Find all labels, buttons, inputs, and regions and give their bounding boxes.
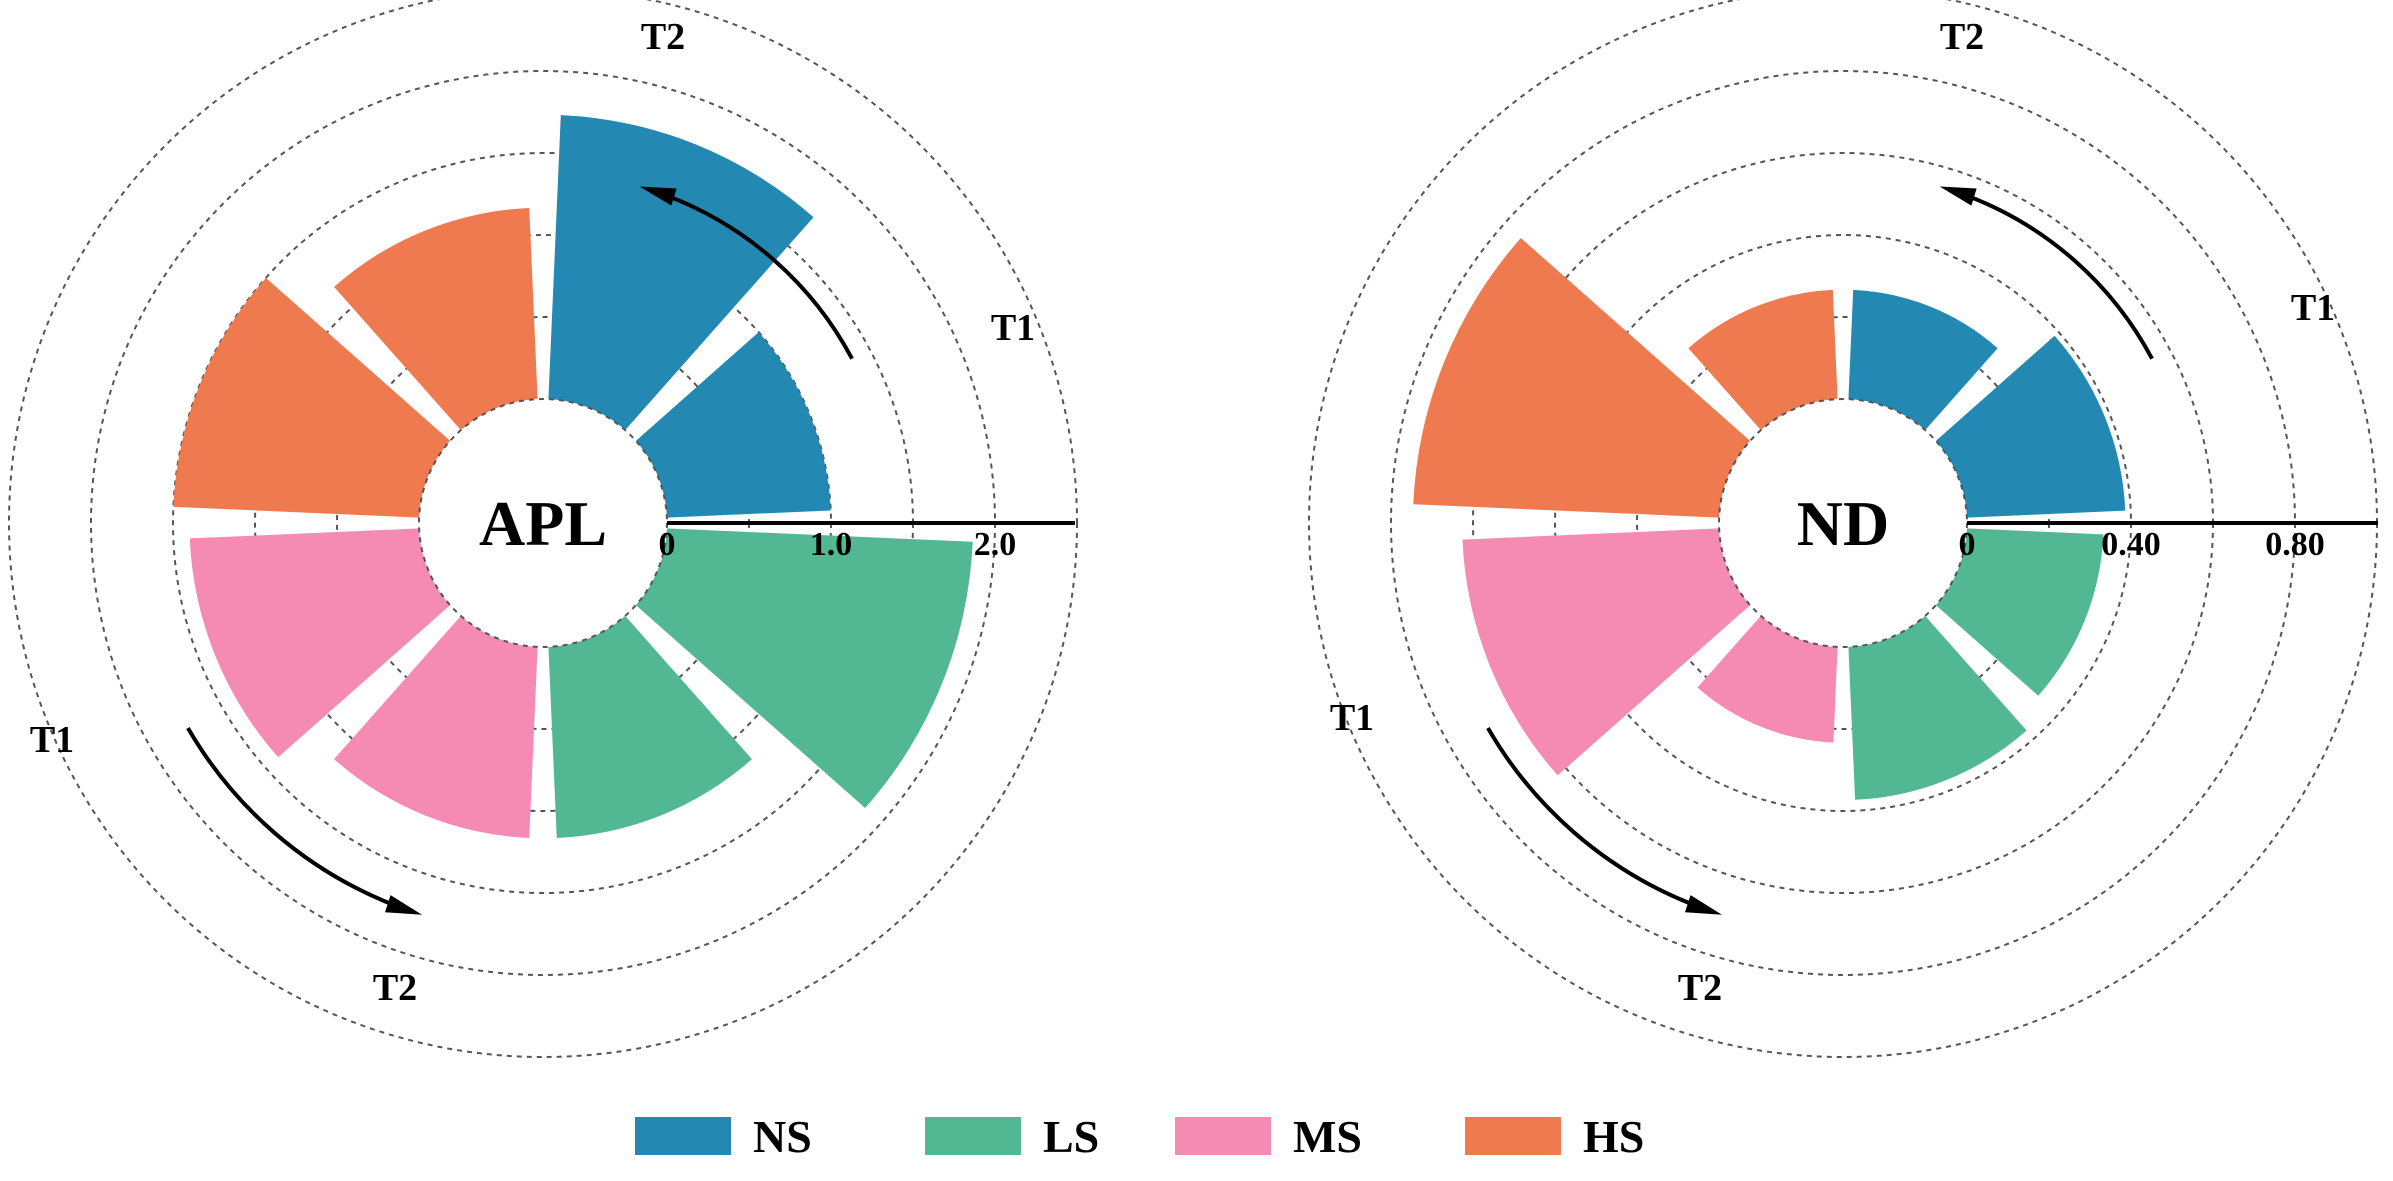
legend-label-ms: MS xyxy=(1293,1111,1362,1162)
legend-label-ns: NS xyxy=(753,1111,812,1162)
legend-swatch-ls xyxy=(925,1117,1021,1155)
bar-hs-t2 xyxy=(334,207,538,431)
arrow-head xyxy=(384,895,423,915)
tick-label: 0 xyxy=(1959,526,1976,563)
period-label: T2 xyxy=(1678,967,1722,1009)
bar-ms-t2 xyxy=(1462,528,1751,776)
period-label: T1 xyxy=(1330,697,1374,739)
bar-ls-t1 xyxy=(1935,528,2104,696)
arrow-head xyxy=(1939,186,1977,206)
chart-title: ND xyxy=(1797,488,1889,559)
bar-hs-t1 xyxy=(1413,237,1751,518)
bar-ns-t2 xyxy=(1848,289,1998,431)
arrow-head xyxy=(639,186,677,206)
period-arrow xyxy=(667,194,854,360)
bar-ns-t1 xyxy=(635,332,831,518)
legend-label-ls: LS xyxy=(1043,1111,1099,1162)
period-arrow xyxy=(186,726,391,905)
period-label: T2 xyxy=(373,967,417,1009)
tick-label: 0.80 xyxy=(2265,526,2325,563)
period-label: T1 xyxy=(2291,287,2335,329)
bar-ns-t1 xyxy=(1935,335,2126,518)
legend-swatch-ns xyxy=(635,1117,731,1155)
legend-label-hs: HS xyxy=(1583,1111,1644,1162)
bar-ls-t1 xyxy=(635,528,973,809)
period-label: T1 xyxy=(30,719,74,761)
bar-ms-t1 xyxy=(1697,615,1838,743)
chart-title: APL xyxy=(479,488,607,559)
bar-ls-t2 xyxy=(548,615,752,839)
bar-hs-t1 xyxy=(173,277,451,518)
tick-label: 1.0 xyxy=(810,526,853,563)
legend-swatch-hs xyxy=(1465,1117,1561,1155)
chart-apl: 0 1.0 2.0 APL T1 T2 T1 T2 xyxy=(8,0,1078,1058)
period-label: T1 xyxy=(991,307,1035,349)
bar-ls-t2 xyxy=(1848,615,2027,800)
period-arrow xyxy=(1486,726,1691,905)
bar-ms-t2 xyxy=(189,528,451,758)
bar-ms-t1 xyxy=(334,615,538,839)
period-arrow xyxy=(1967,194,2154,360)
tick-label: 0.40 xyxy=(2101,526,2161,563)
grid-ring xyxy=(8,0,1078,1058)
tick-label: 0 xyxy=(659,526,676,563)
legend: NS LS MS HS xyxy=(635,1111,1644,1162)
legend-swatch-ms xyxy=(1175,1117,1271,1155)
chart-nd: 0 0.40 0.80 ND T1 T2 T1 T2 xyxy=(1308,0,2378,1058)
period-label: T2 xyxy=(641,16,685,58)
period-label: T2 xyxy=(1940,16,1984,58)
bar-hs-t2 xyxy=(1688,289,1838,431)
tick-label: 2.0 xyxy=(974,526,1017,563)
bar-ns-t2 xyxy=(548,115,814,431)
arrow-head xyxy=(1684,895,1723,915)
